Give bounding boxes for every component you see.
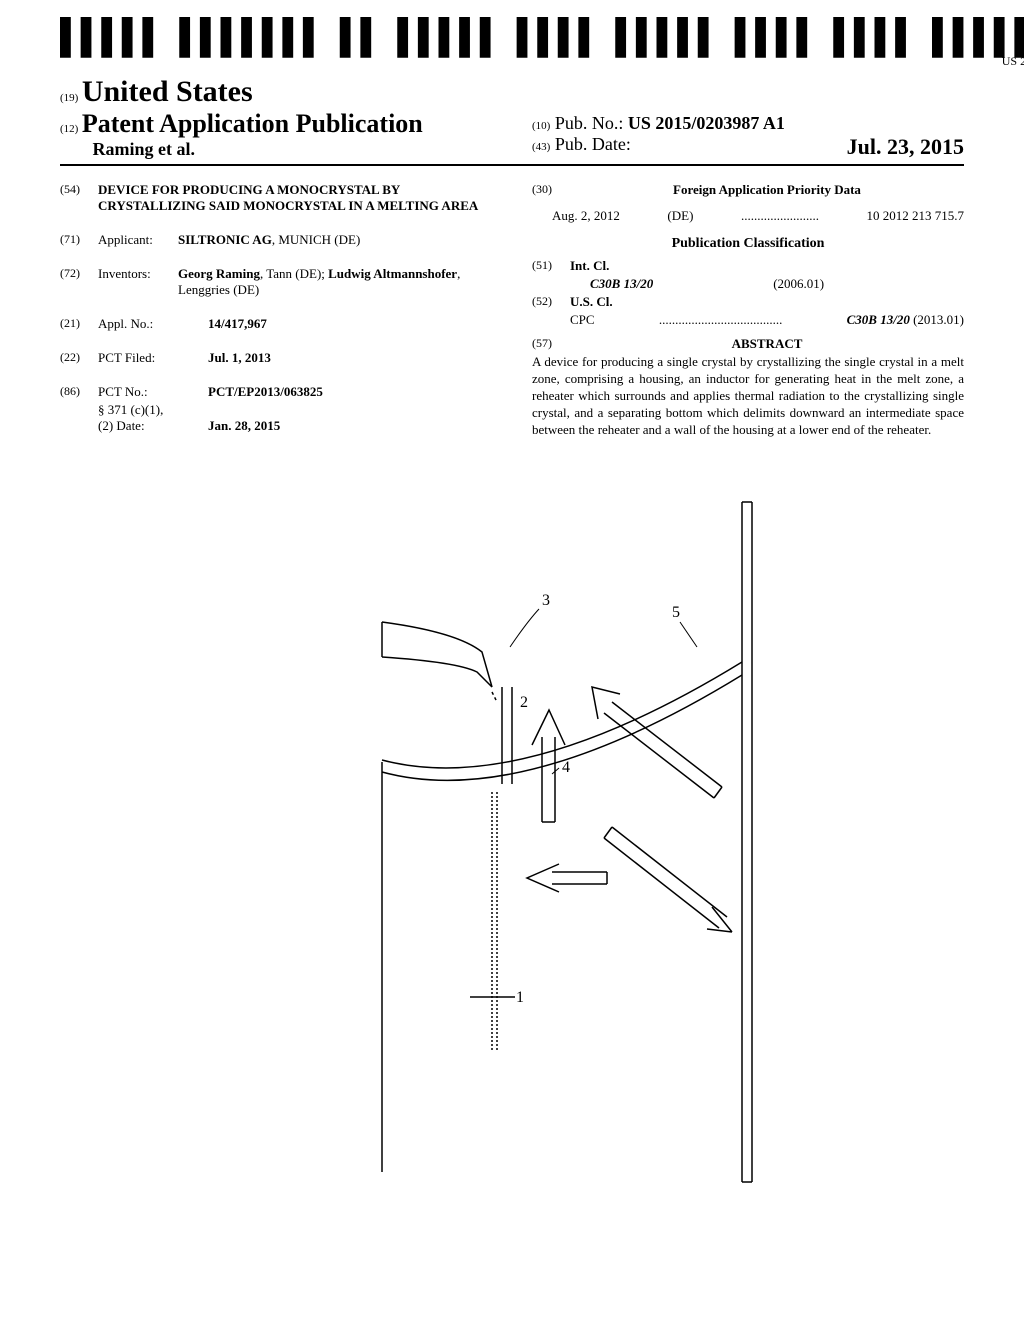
inventors-value: Georg Raming, Tann (DE); Ludwig Altmanns… bbox=[178, 266, 492, 298]
title-text: DEVICE FOR PRODUCING A MONOCRYSTAL BY CR… bbox=[98, 182, 492, 214]
applicant-field: (71) Applicant: SILTRONIC AG, MUNICH (DE… bbox=[60, 232, 492, 248]
authors: Raming et al. bbox=[93, 139, 196, 159]
sec371-label2: (2) Date: bbox=[98, 418, 178, 434]
country-code: (19) bbox=[60, 92, 78, 104]
inventors-code: (72) bbox=[60, 266, 98, 298]
cpc-label: CPC bbox=[570, 312, 595, 328]
barcode-bars: ▌▌▌▌▌ ▌▌▌▌▌▌▌ ▌▌ ▌▌▌▌▌ ▌▌▌▌ ▌▌▌▌▌ ▌▌▌▌ ▌… bbox=[60, 30, 1024, 58]
cpc-rest: (2013.01) bbox=[910, 312, 964, 327]
pub-no-line: (10) Pub. No.: US 2015/0203987 A1 bbox=[532, 113, 964, 134]
intcl-year: (2006.01) bbox=[773, 276, 824, 292]
abstract-heading-row: (57) ABSTRACT bbox=[532, 336, 964, 352]
authors-line: Raming et al. bbox=[60, 139, 492, 160]
pctno-code: (86) bbox=[60, 384, 98, 400]
pub-type-code: (12) bbox=[60, 123, 78, 135]
figure-container: 1 2 3 4 5 bbox=[60, 492, 964, 1197]
intcl-label: Int. Cl. bbox=[570, 258, 609, 274]
inventor1-rest: , Tann (DE); bbox=[260, 266, 328, 281]
left-column: (54) DEVICE FOR PRODUCING A MONOCRYSTAL … bbox=[60, 182, 492, 452]
figure-label-4: 4 bbox=[562, 759, 570, 776]
applicant-bold: SILTRONIC AG bbox=[178, 232, 272, 247]
inventor2-bold: Ludwig Altmannshofer bbox=[328, 266, 457, 281]
sec371-field1: § 371 (c)(1), bbox=[60, 402, 492, 418]
country: United States bbox=[82, 75, 253, 108]
pub-no-code: (10) bbox=[532, 120, 550, 132]
pctno-field: (86) PCT No.: PCT/EP2013/063825 bbox=[60, 384, 492, 400]
abstract-text: A device for producing a single crystal … bbox=[532, 354, 964, 438]
pub-date-line: (43) Pub. Date: Jul. 23, 2015 bbox=[532, 134, 964, 160]
intcl-value-row: C30B 13/20 (2006.01) bbox=[532, 276, 964, 292]
foreign-dots: ........................ bbox=[741, 208, 819, 224]
intcl-value: C30B 13/20 bbox=[590, 276, 653, 292]
pctno-label: PCT No.: bbox=[98, 384, 178, 400]
title-code: (54) bbox=[60, 182, 98, 214]
applno-field: (21) Appl. No.: 14/417,967 bbox=[60, 316, 492, 332]
uscl-row: (52) U.S. Cl. bbox=[532, 294, 964, 310]
figure-label-2: 2 bbox=[520, 694, 528, 711]
cpc-row: CPC ....................................… bbox=[532, 312, 964, 328]
pctfiled-label: PCT Filed: bbox=[98, 350, 178, 366]
title-field: (54) DEVICE FOR PRODUCING A MONOCRYSTAL … bbox=[60, 182, 492, 214]
figure-label-5: 5 bbox=[672, 604, 680, 621]
intcl-row: (51) Int. Cl. bbox=[532, 258, 964, 274]
pub-date-label: Pub. Date: bbox=[555, 134, 631, 154]
intcl-code: (51) bbox=[532, 258, 570, 274]
cpc-dots: ...................................... bbox=[659, 312, 783, 328]
pub-no-label: Pub. No.: bbox=[555, 113, 624, 133]
figure-label-1: 1 bbox=[516, 989, 524, 1006]
foreign-priority-data: Aug. 2, 2012 (DE) ......................… bbox=[532, 208, 964, 224]
cpc-bold: C30B 13/20 bbox=[847, 312, 910, 327]
foreign-priority-heading-row: (30) Foreign Application Priority Data bbox=[532, 182, 964, 198]
foreign-heading: Foreign Application Priority Data bbox=[570, 182, 964, 198]
pctfiled-value: Jul. 1, 2013 bbox=[208, 350, 271, 366]
right-column: (30) Foreign Application Priority Data A… bbox=[532, 182, 964, 452]
country-line: (19) United States bbox=[60, 75, 492, 109]
sec371-field2: (2) Date: Jan. 28, 2015 bbox=[60, 418, 492, 434]
barcode: ▌▌▌▌▌ ▌▌▌▌▌▌▌ ▌▌ ▌▌▌▌▌ ▌▌▌▌ ▌▌▌▌▌ ▌▌▌▌ ▌… bbox=[60, 30, 1024, 69]
header-row: (19) United States (12) Patent Applicati… bbox=[60, 75, 964, 166]
figure-label-3: 3 bbox=[542, 592, 550, 609]
header-left: (19) United States (12) Patent Applicati… bbox=[60, 75, 492, 160]
barcode-section: ▌▌▌▌▌ ▌▌▌▌▌▌▌ ▌▌ ▌▌▌▌▌ ▌▌▌▌ ▌▌▌▌▌ ▌▌▌▌ ▌… bbox=[60, 30, 964, 70]
applicant-code: (71) bbox=[60, 232, 98, 248]
applicant-value: SILTRONIC AG, MUNICH (DE) bbox=[178, 232, 360, 248]
inventor1-bold: Georg Raming bbox=[178, 266, 260, 281]
foreign-date: Aug. 2, 2012 bbox=[552, 208, 620, 224]
pctfiled-field: (22) PCT Filed: Jul. 1, 2013 bbox=[60, 350, 492, 366]
pub-class-heading: Publication Classification bbox=[532, 236, 964, 252]
content-columns: (54) DEVICE FOR PRODUCING A MONOCRYSTAL … bbox=[60, 182, 964, 452]
pctno-value: PCT/EP2013/063825 bbox=[208, 384, 323, 400]
header-right: (10) Pub. No.: US 2015/0203987 A1 (43) P… bbox=[492, 113, 964, 160]
applno-label: Appl. No.: bbox=[98, 316, 178, 332]
inventors-field: (72) Inventors: Georg Raming, Tann (DE);… bbox=[60, 266, 492, 298]
uscl-code: (52) bbox=[532, 294, 570, 310]
foreign-country: (DE) bbox=[667, 208, 693, 224]
sec371-value: Jan. 28, 2015 bbox=[208, 418, 280, 434]
pctfiled-code: (22) bbox=[60, 350, 98, 366]
abstract-heading: ABSTRACT bbox=[570, 336, 964, 352]
foreign-code: (30) bbox=[532, 182, 570, 198]
applno-code: (21) bbox=[60, 316, 98, 332]
inventors-label: Inventors: bbox=[98, 266, 178, 298]
pub-date-value: Jul. 23, 2015 bbox=[847, 134, 964, 160]
pub-type-line: (12) Patent Application Publication bbox=[60, 109, 492, 139]
abstract-code: (57) bbox=[532, 336, 570, 352]
uscl-label: U.S. Cl. bbox=[570, 294, 613, 310]
foreign-number: 10 2012 213 715.7 bbox=[866, 208, 964, 224]
pub-date-code: (43) bbox=[532, 141, 550, 153]
sec371-label1: § 371 (c)(1), bbox=[98, 402, 163, 418]
applicant-label: Applicant: bbox=[98, 232, 178, 248]
pub-type: Patent Application Publication bbox=[82, 109, 423, 138]
pub-no-value: US 2015/0203987 A1 bbox=[628, 113, 785, 133]
patent-figure: 1 2 3 4 5 bbox=[252, 492, 772, 1192]
applicant-rest: , MUNICH (DE) bbox=[272, 232, 360, 247]
applno-value: 14/417,967 bbox=[208, 316, 267, 332]
